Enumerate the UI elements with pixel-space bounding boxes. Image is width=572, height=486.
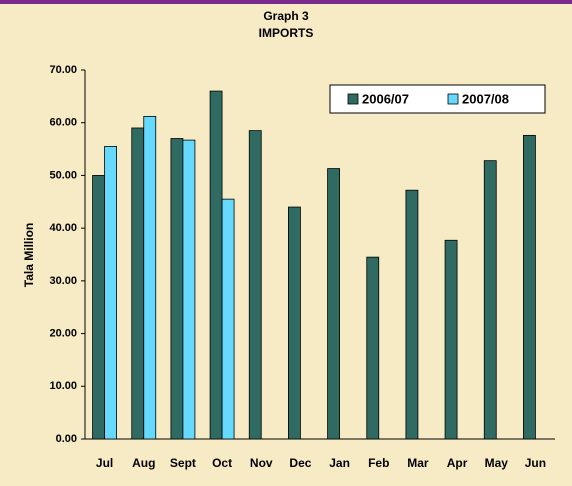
bar xyxy=(288,206,301,440)
x-tick-label: Mar xyxy=(407,456,429,470)
y-tick-label: 60.00 xyxy=(49,117,77,129)
bar xyxy=(444,239,458,440)
x-tick-label: Dec xyxy=(289,456,311,470)
y-tick-label: 30.00 xyxy=(49,275,77,287)
chart-subtitle: IMPORTS xyxy=(259,26,314,40)
y-tick-label: 0.00 xyxy=(56,433,77,445)
x-tick-label: Sept xyxy=(170,456,196,470)
bar xyxy=(131,127,145,440)
bar xyxy=(248,130,262,440)
x-tick-label: Oct xyxy=(212,456,232,470)
bar xyxy=(209,90,223,440)
x-tick-label: Aug xyxy=(132,456,155,470)
bar xyxy=(405,189,419,440)
top-border xyxy=(0,0,572,4)
x-tick-label: Jan xyxy=(329,456,350,470)
y-tick-label: 20.00 xyxy=(49,327,77,339)
legend-box xyxy=(329,84,546,114)
bar xyxy=(483,160,497,440)
legend-label: 2006/07 xyxy=(362,91,409,106)
x-tick-label: Jul xyxy=(96,456,113,470)
x-tick-label: Feb xyxy=(368,456,389,470)
bar xyxy=(366,256,380,440)
bar xyxy=(182,139,196,440)
legend-swatch xyxy=(347,93,359,105)
bar xyxy=(143,115,157,440)
y-tick-label: 70.00 xyxy=(49,64,77,76)
legend-label: 2007/08 xyxy=(462,91,509,106)
x-tick-label: May xyxy=(485,456,509,470)
legend-swatch xyxy=(447,93,459,105)
y-tick-label: 40.00 xyxy=(49,222,77,234)
bar xyxy=(92,175,105,440)
y-tick-label: 10.00 xyxy=(49,380,77,392)
bar xyxy=(104,146,117,440)
x-tick-label: Apr xyxy=(447,456,468,470)
x-tick-label: Nov xyxy=(250,456,273,470)
y-axis-label: Tala Million xyxy=(22,223,36,287)
bar xyxy=(170,138,184,440)
bar xyxy=(523,134,536,440)
x-tick-label: Jun xyxy=(525,456,546,470)
bar xyxy=(221,198,235,440)
chart-title: Graph 3 xyxy=(263,9,309,23)
bar xyxy=(327,168,340,440)
y-tick-label: 50.00 xyxy=(49,169,77,181)
